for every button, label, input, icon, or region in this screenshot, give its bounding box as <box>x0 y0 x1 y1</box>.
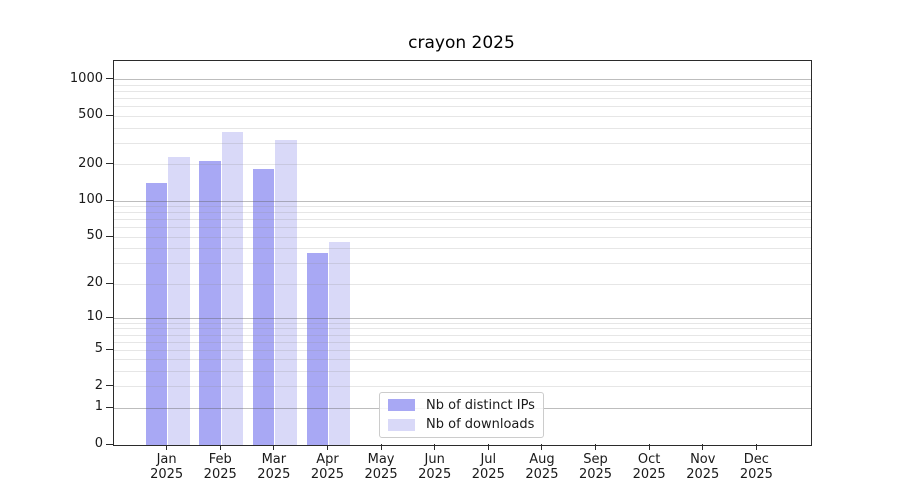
legend-label-distinct-ips: Nb of distinct IPs <box>426 397 535 413</box>
x-tick-mark <box>702 444 704 450</box>
x-tick-label: Mar 2025 <box>257 452 291 482</box>
legend: Nb of distinct IPs Nb of downloads <box>379 392 544 438</box>
y-tick-label: 500 <box>78 107 103 123</box>
x-tick-mark <box>434 444 436 450</box>
legend-swatch-distinct-ips <box>388 399 415 412</box>
x-tick-label: Sep 2025 <box>578 452 613 482</box>
bar-distinct-ips <box>145 182 168 445</box>
x-tick-mark <box>595 444 597 450</box>
y-tick-label: 10 <box>86 309 103 325</box>
gridline-minor <box>114 84 811 86</box>
gridline-minor <box>114 142 811 144</box>
x-tick-mark <box>487 444 489 450</box>
bar-downloads <box>221 131 244 445</box>
legend-label-downloads: Nb of downloads <box>426 417 535 433</box>
gridline-minor <box>114 219 811 221</box>
x-tick-mark <box>541 444 543 450</box>
y-tick-label: 2 <box>94 377 103 393</box>
gridline-minor <box>114 349 811 351</box>
y-tick-mark <box>106 406 113 408</box>
y-tick-mark <box>106 163 113 165</box>
y-tick-label: 0 <box>94 436 103 451</box>
x-tick-label: Dec 2025 <box>739 452 773 482</box>
chart-title: crayon 2025 <box>408 33 515 53</box>
legend-entry-downloads: Nb of downloads <box>388 417 535 434</box>
gridline-major <box>114 317 811 319</box>
x-tick-mark <box>648 444 650 450</box>
bar-downloads <box>328 241 351 445</box>
x-tick-label: Feb 2025 <box>203 452 237 482</box>
bar-downloads <box>275 140 297 445</box>
legend-swatch-downloads <box>388 418 415 431</box>
gridline-minor <box>114 106 811 108</box>
x-tick-label: Jun 2025 <box>418 452 452 482</box>
y-tick-mark <box>106 348 113 350</box>
y-tick-mark <box>106 443 113 445</box>
y-tick-mark <box>106 385 113 387</box>
gridline-minor <box>114 236 811 238</box>
gridline-minor <box>114 341 811 343</box>
x-tick-label: May 2025 <box>364 452 398 482</box>
y-tick-mark <box>106 282 113 284</box>
gridline-minor <box>114 212 811 214</box>
x-tick-label: Apr 2025 <box>310 452 344 482</box>
gridline-minor <box>114 371 811 373</box>
gridline-minor <box>114 227 811 229</box>
gridline-minor <box>114 127 811 129</box>
plot-area: Nb of distinct IPs Nb of downloads <box>113 60 812 446</box>
legend-entry-distinct-ips: Nb of distinct IPs <box>388 397 535 414</box>
y-tick-label: 5 <box>94 341 103 357</box>
gridline-minor <box>114 359 811 361</box>
x-tick-label: Nov 2025 <box>686 452 720 482</box>
gridline-major <box>114 79 811 81</box>
bar-distinct-ips <box>252 168 275 445</box>
bar-downloads <box>168 156 190 445</box>
y-tick-label: 200 <box>78 155 103 171</box>
gridline-major <box>114 200 811 202</box>
y-tick-label: 50 <box>86 228 103 244</box>
y-tick-mark <box>106 199 113 201</box>
x-tick-label: Aug 2025 <box>525 452 559 482</box>
y-tick-mark <box>106 316 113 318</box>
y-tick-mark <box>106 78 113 80</box>
x-tick-mark <box>755 444 757 450</box>
bar-distinct-ips <box>199 161 221 445</box>
x-tick-mark <box>273 444 275 450</box>
gridline-minor <box>114 322 811 324</box>
y-tick-label: 20 <box>86 275 103 291</box>
gridline-minor <box>114 334 811 336</box>
gridline-minor <box>114 248 811 250</box>
x-tick-mark <box>219 444 221 450</box>
y-tick-mark <box>106 114 113 116</box>
gridline-minor <box>114 263 811 264</box>
gridline-minor <box>114 115 811 117</box>
x-tick-mark <box>166 444 168 450</box>
gridline-minor <box>114 283 811 285</box>
gridline-minor <box>114 91 811 93</box>
gridline-minor <box>114 328 811 330</box>
gridline-minor <box>114 206 811 208</box>
bar-distinct-ips <box>306 252 328 445</box>
y-tick-mark <box>106 235 113 237</box>
y-tick-label: 1 <box>94 399 103 415</box>
x-tick-label: Jan 2025 <box>150 452 184 482</box>
gridline-minor <box>114 386 811 388</box>
gridline-minor <box>114 98 811 100</box>
x-tick-label: Oct 2025 <box>632 452 666 482</box>
y-tick-label: 100 <box>78 192 103 208</box>
x-tick-label: Jul 2025 <box>471 452 505 482</box>
y-tick-label: 1000 <box>69 70 103 86</box>
gridline-minor <box>114 164 811 166</box>
x-tick-mark <box>326 444 328 450</box>
x-tick-mark <box>380 444 382 450</box>
